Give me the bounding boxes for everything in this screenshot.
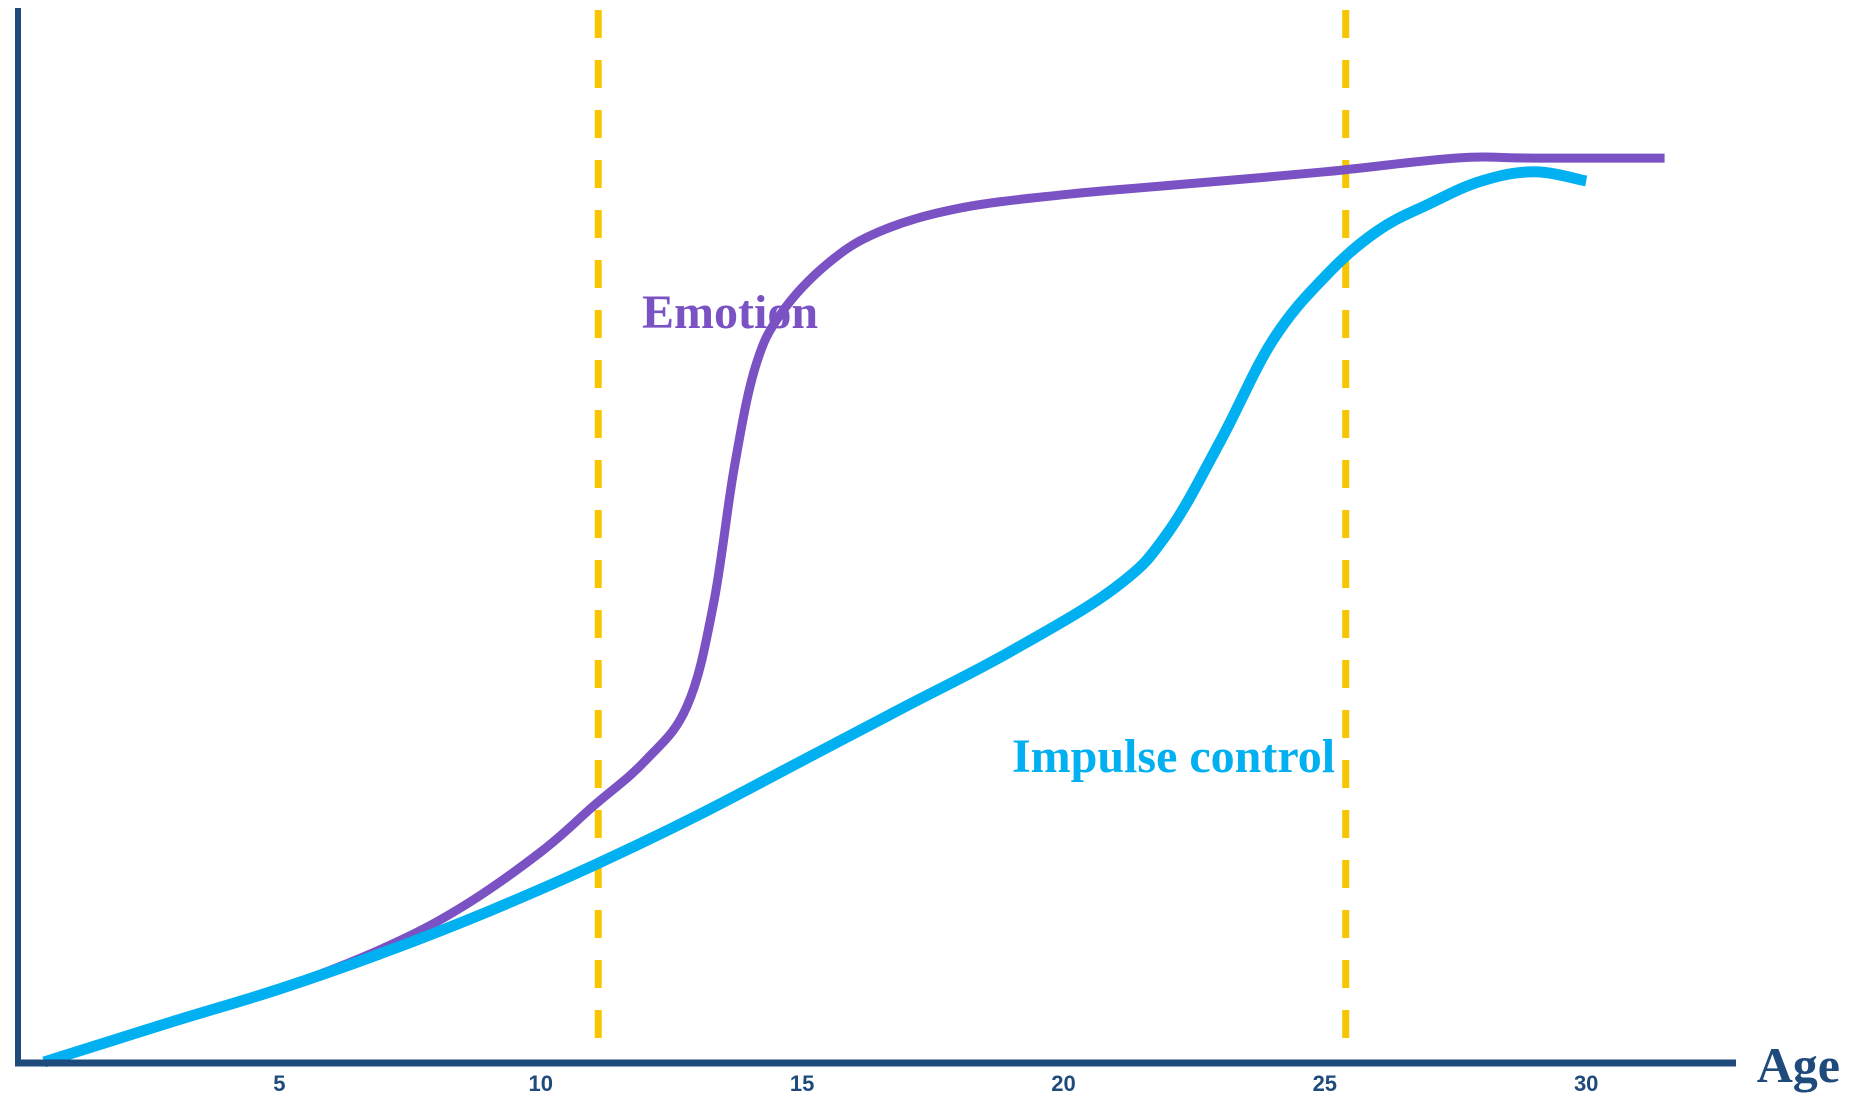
x-tick-label: 30 bbox=[1574, 1071, 1598, 1096]
x-tick-label: 25 bbox=[1313, 1071, 1337, 1096]
x-tick-label: 15 bbox=[790, 1071, 814, 1096]
x-axis-title: Age bbox=[1757, 1037, 1840, 1093]
x-tick-labels: 5 10 15 20 25 30 bbox=[273, 1071, 1598, 1096]
x-tick-label: 10 bbox=[528, 1071, 552, 1096]
series-labels: Emotion Impulse control bbox=[642, 286, 1335, 783]
reference-lines bbox=[594, 10, 1350, 1048]
series-line-impulse-control bbox=[42, 166, 1588, 1068]
series-label-emotion: Emotion bbox=[642, 286, 818, 339]
x-tick-label: 5 bbox=[273, 1071, 285, 1096]
series-label-impulse-control: Impulse control bbox=[1012, 730, 1335, 783]
series-lines bbox=[42, 152, 1665, 1068]
x-tick-label: 20 bbox=[1051, 1071, 1075, 1096]
series-line-emotion bbox=[42, 152, 1665, 1067]
